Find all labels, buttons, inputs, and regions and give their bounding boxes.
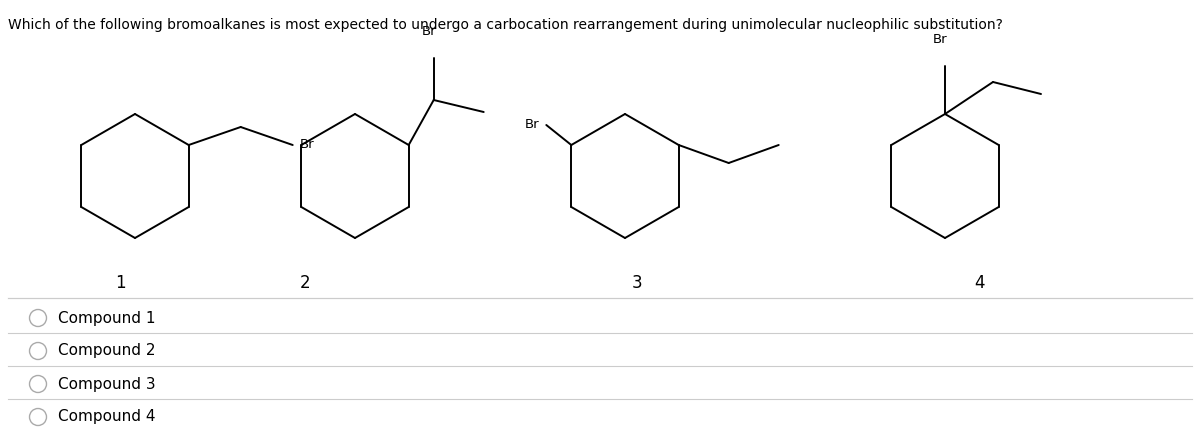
- Text: Br: Br: [932, 33, 947, 46]
- Text: Which of the following bromoalkanes is most expected to undergo a carbocation re: Which of the following bromoalkanes is m…: [8, 18, 1003, 32]
- Text: Br: Br: [300, 139, 314, 152]
- Text: 1: 1: [115, 274, 125, 292]
- Text: Compound 1: Compound 1: [58, 310, 156, 326]
- Text: 4: 4: [974, 274, 985, 292]
- Text: 3: 3: [631, 274, 642, 292]
- Text: Compound 2: Compound 2: [58, 343, 156, 359]
- Text: 2: 2: [300, 274, 311, 292]
- Text: Br: Br: [524, 119, 539, 132]
- Text: Compound 3: Compound 3: [58, 376, 156, 392]
- Text: Br: Br: [421, 25, 436, 38]
- Text: Compound 4: Compound 4: [58, 409, 156, 425]
